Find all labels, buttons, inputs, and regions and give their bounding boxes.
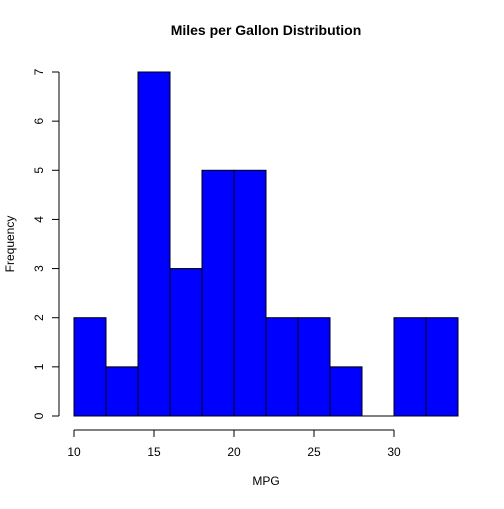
bars-layer xyxy=(73,71,459,417)
histogram-bar xyxy=(329,366,363,417)
histogram-bar xyxy=(201,169,235,417)
x-tick-label: 10 xyxy=(67,445,81,459)
histogram-bar xyxy=(297,317,331,417)
y-tick-label: 3 xyxy=(32,265,46,272)
y-tick-label: 0 xyxy=(32,412,46,419)
histogram-bar xyxy=(265,317,299,417)
x-axis: 10 15 20 25 30 xyxy=(67,429,401,459)
histogram-bar xyxy=(105,366,139,417)
histogram-bar xyxy=(393,317,427,417)
y-axis: 0 1 2 3 4 5 6 7 xyxy=(32,68,60,419)
x-tick-label: 25 xyxy=(307,445,321,459)
histogram-bar xyxy=(233,169,267,417)
x-tick-label: 20 xyxy=(227,445,241,459)
x-axis-label: MPG xyxy=(252,474,279,488)
y-tick-label: 4 xyxy=(32,216,46,223)
histogram-bar xyxy=(137,71,171,417)
y-tick-label: 1 xyxy=(32,363,46,370)
histogram-bar xyxy=(169,268,203,417)
histogram-bar xyxy=(425,317,459,417)
x-tick-label: 15 xyxy=(147,445,161,459)
histogram-bar xyxy=(73,317,107,417)
y-tick-label: 7 xyxy=(32,68,46,75)
y-axis-label: Frequency xyxy=(3,216,17,273)
chart-title: Miles per Gallon Distribution xyxy=(171,22,362,38)
y-tick-label: 6 xyxy=(32,117,46,124)
x-tick-label: 30 xyxy=(387,445,401,459)
y-tick-label: 2 xyxy=(32,314,46,321)
y-tick-label: 5 xyxy=(32,167,46,174)
